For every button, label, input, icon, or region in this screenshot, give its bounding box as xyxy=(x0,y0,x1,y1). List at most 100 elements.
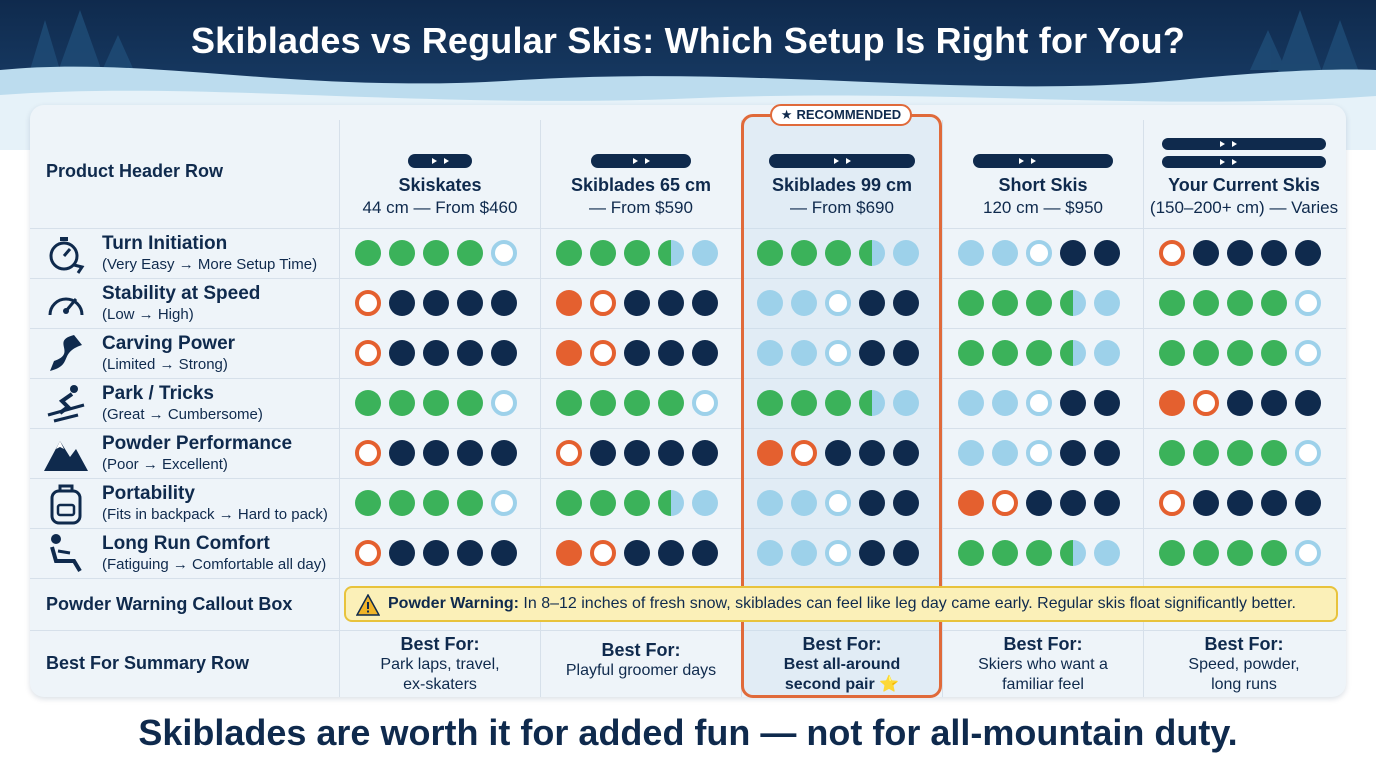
rating-dot xyxy=(1094,340,1120,366)
rating-dot xyxy=(491,390,517,416)
rating-dot xyxy=(658,290,684,316)
criterion-name: Long Run Comfort xyxy=(102,533,270,554)
rating-dot xyxy=(590,390,616,416)
rating-dot xyxy=(491,340,517,366)
rating-dots xyxy=(1159,387,1339,417)
rating-dot xyxy=(791,290,817,316)
ski-icon xyxy=(591,154,691,168)
rating-dot xyxy=(389,490,415,516)
best-for-text: Park laps, travel, ex-skaters xyxy=(380,656,500,693)
rating-dots xyxy=(958,287,1138,317)
rating-dot xyxy=(1026,440,1052,466)
rating-dot xyxy=(791,240,817,266)
rating-dots xyxy=(1159,437,1339,467)
rating-dot xyxy=(825,540,851,566)
warning-icon xyxy=(356,594,380,616)
criterion-name: Powder Performance xyxy=(102,433,293,454)
rating-dot xyxy=(1261,490,1287,516)
rating-dot xyxy=(1261,340,1287,366)
rating-dot xyxy=(423,240,449,266)
rating-dots xyxy=(556,387,736,417)
rating-dot xyxy=(958,290,984,316)
rating-dot xyxy=(491,540,517,566)
star-icon: ★ xyxy=(780,107,793,122)
rating-dot xyxy=(692,390,718,416)
rating-dot xyxy=(757,390,783,416)
stopwatch-icon xyxy=(49,237,85,274)
ski-icon xyxy=(973,154,1113,168)
row-divider xyxy=(30,228,1346,229)
rating-dots xyxy=(958,387,1138,417)
rating-dot xyxy=(791,340,817,366)
rating-dots xyxy=(757,537,937,567)
rating-dot xyxy=(658,340,684,366)
rating-dots xyxy=(757,437,937,467)
row-divider xyxy=(30,478,1346,479)
rating-dots xyxy=(1159,287,1339,317)
product-header-current-skis: Your Current Skis (150–200+ cm) — Varies xyxy=(1144,120,1344,228)
rating-dot xyxy=(658,240,684,266)
rating-dot xyxy=(590,490,616,516)
rating-dot xyxy=(992,390,1018,416)
rating-dot xyxy=(958,440,984,466)
rating-dot xyxy=(893,390,919,416)
rating-dot xyxy=(491,240,517,266)
carve-icon xyxy=(50,335,82,371)
seat-icon xyxy=(50,534,82,573)
best-for-short-skis: Best For: Skiers who want a familiar fee… xyxy=(943,634,1143,694)
rating-dot xyxy=(1094,490,1120,516)
rating-dot xyxy=(692,540,718,566)
rating-dots xyxy=(757,487,937,517)
rating-dots xyxy=(757,287,937,317)
rating-dot xyxy=(692,290,718,316)
best-for-current-skis: Best For: Speed, powder, long runs xyxy=(1144,634,1344,694)
product-header-skiblades-65: Skiblades 65 cm — From $590 xyxy=(541,120,741,228)
rating-dots xyxy=(958,437,1138,467)
rating-dot xyxy=(389,240,415,266)
product-name: Skiblades 65 cm xyxy=(570,175,712,195)
powder-warning-callout: Powder Warning: In 8–12 inches of fresh … xyxy=(344,586,1338,622)
powder-warning-row-label: Powder Warning Callout Box xyxy=(46,594,293,614)
rating-dot xyxy=(1261,240,1287,266)
rating-dot xyxy=(859,440,885,466)
row-divider xyxy=(30,278,1346,279)
ski-icon xyxy=(408,154,472,168)
rating-dot xyxy=(1026,340,1052,366)
rating-dot xyxy=(791,540,817,566)
row-divider xyxy=(30,428,1346,429)
product-name: Your Current Skis xyxy=(1168,175,1320,195)
product-size-price: 44 cm — From $460 xyxy=(362,198,518,217)
rating-dot xyxy=(1060,240,1086,266)
rating-dots xyxy=(556,537,736,567)
rating-dot xyxy=(692,340,718,366)
product-size-price: (150–200+ cm) — Varies xyxy=(1149,198,1339,217)
rating-dot xyxy=(658,490,684,516)
rating-dot xyxy=(457,540,483,566)
row-divider xyxy=(30,378,1346,379)
best-for-heading: Best For: xyxy=(802,634,882,654)
rating-dot xyxy=(1193,540,1219,566)
recommended-label: RECOMMENDED xyxy=(796,107,902,122)
rating-dot xyxy=(1261,390,1287,416)
criterion-range: (Great → Cumbersome) xyxy=(102,406,263,423)
rating-dots xyxy=(556,287,736,317)
criterion-name: Stability at Speed xyxy=(102,283,261,304)
column-divider xyxy=(1143,120,1144,697)
rating-dot xyxy=(1159,440,1185,466)
product-name: Skiblades 99 cm xyxy=(771,175,913,195)
rating-dot xyxy=(389,340,415,366)
rating-dot xyxy=(1227,490,1253,516)
best-for-text: Playful groomer days xyxy=(565,662,717,679)
rating-dot xyxy=(457,490,483,516)
row-divider xyxy=(30,528,1346,529)
rating-dots xyxy=(556,337,736,367)
rating-dots xyxy=(355,537,535,567)
rating-dot xyxy=(556,390,582,416)
rating-dot xyxy=(692,440,718,466)
rating-dot xyxy=(457,340,483,366)
criterion-name: Turn Initiation xyxy=(102,233,228,254)
best-for-heading: Best For: xyxy=(1003,634,1083,654)
rating-dot xyxy=(590,340,616,366)
rating-dot xyxy=(1060,490,1086,516)
rating-dots xyxy=(958,537,1138,567)
